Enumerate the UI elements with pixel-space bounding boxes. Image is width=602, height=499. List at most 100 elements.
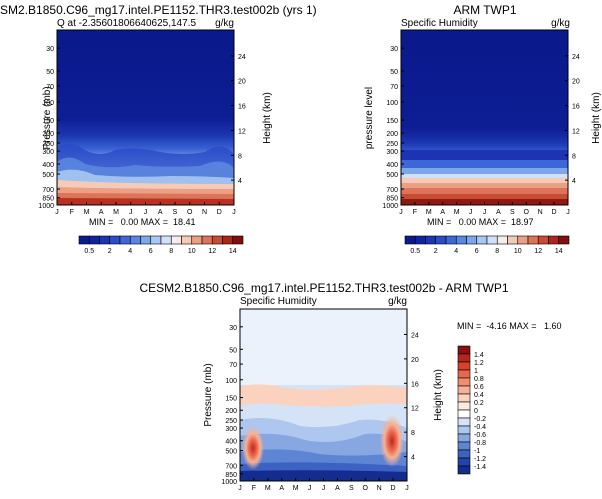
y-right-tick-label: 8 (238, 153, 242, 160)
colorbar-label: 4 (128, 248, 132, 255)
y-tick-label: 850 (225, 472, 237, 479)
colorbar-label: 0.6 (474, 384, 484, 391)
y-right-tick-label: 20 (572, 79, 580, 86)
colorbar-swatch (140, 235, 152, 245)
colorbar-swatch (476, 235, 488, 245)
colorbar-label: 14 (555, 248, 563, 255)
y-tick-label: 200 (386, 131, 398, 138)
colorbar-label: 12 (534, 248, 542, 255)
colorbar-label: 1 (474, 368, 478, 375)
colorbar-swatch (517, 235, 529, 245)
y-right-tick-label: 20 (411, 357, 419, 364)
colorbar-label: 2 (434, 248, 438, 255)
panel-obs-title: ARM TWP1 (453, 3, 516, 17)
y-tick-label: 1000 (382, 203, 398, 210)
y-right-tick-label: 16 (411, 381, 419, 388)
colorbar-label: -0.8 (474, 440, 486, 447)
colorbar-swatch (507, 235, 519, 245)
panel-model-right-axis: 24 20 16 12 8 4 (231, 54, 246, 185)
x-tick-label: F (70, 209, 74, 216)
colorbar-label: 1.2 (474, 360, 484, 367)
colorbar-label: -1.4 (474, 464, 486, 471)
panel-diff-min-max: MIN = -4.16 MAX = 1.60 (457, 321, 562, 331)
y-tick-label: 500 (386, 172, 398, 179)
colorbar-swatch (211, 235, 223, 245)
panel-obs-right-axis: 24 20 16 12 8 4 (565, 54, 580, 185)
colorbar-label: 2 (108, 248, 112, 255)
y-tick-label: 400 (386, 162, 398, 169)
y-tick-label: 150 (225, 396, 237, 403)
y-tick-label: 300 (225, 426, 237, 433)
panel-model-units: g/kg (215, 18, 234, 29)
x-tick-label: J (55, 209, 59, 216)
colorbar-swatch (129, 235, 141, 245)
colorbar-swatch (457, 433, 471, 443)
panel-diff-subtitle: Specific Humidity (240, 296, 317, 307)
x-tick-label: A (279, 485, 284, 492)
x-tick-label: J (308, 485, 312, 492)
x-tick-label: A (496, 209, 501, 216)
x-tick-label: S (173, 209, 178, 216)
colorbar-label: 14 (229, 248, 237, 255)
x-tick-label: J (405, 485, 409, 492)
y-right-tick-label: 20 (238, 79, 246, 86)
colorbar-label: -1 (474, 448, 480, 455)
colorbar-label: 0.8 (474, 376, 484, 383)
x-tick-label: A (335, 485, 340, 492)
colorbar-label: 1.4 (474, 352, 484, 359)
x-tick-label: F (252, 485, 256, 492)
colorbar-swatch (445, 235, 457, 245)
panel-diff-hotspot-feb (242, 426, 264, 470)
y-tick-label: 30 (390, 46, 398, 53)
colorbar-swatch (486, 235, 498, 245)
panel-obs-min-max: MIN = 0.00 MAX = 18.97 (427, 217, 534, 227)
colorbar-swatch (457, 369, 471, 379)
x-tick-label: O (363, 485, 369, 492)
colorbar-swatch (496, 235, 508, 245)
colorbar-label: 0.4 (474, 392, 484, 399)
y-right-tick-label: 24 (411, 332, 419, 339)
colorbar-label: 0.2 (474, 400, 484, 407)
colorbar-label: -0.2 (474, 416, 486, 423)
colorbar-swatch (232, 235, 244, 245)
y-tick-label: 850 (386, 196, 398, 203)
colorbar-swatch (414, 235, 426, 245)
panel-diff-hotspot-dec (380, 415, 404, 467)
colorbar-swatch (435, 235, 447, 245)
panel-diff-positive-band (240, 384, 407, 407)
colorbar-label: 0 (474, 408, 478, 415)
colorbar-swatch (457, 361, 471, 371)
y-right-tick-label: 24 (238, 54, 246, 61)
y-tick-label: 30 (229, 325, 237, 332)
colorbar-swatch (457, 401, 471, 411)
y-tick-label: 30 (46, 46, 54, 53)
colorbar-swatch (150, 235, 162, 245)
x-tick-label: J (566, 209, 570, 216)
colorbar-swatch (457, 457, 471, 467)
panel-diff-units: g/kg (388, 296, 407, 307)
colorbar-swatch (457, 425, 471, 435)
colorbar-label: 0.5 (84, 248, 94, 255)
x-tick-label: S (349, 485, 354, 492)
colorbar-swatch (160, 235, 172, 245)
x-tick-label: J (483, 209, 487, 216)
colorbar-swatch (170, 235, 182, 245)
colorbar-swatch (457, 409, 471, 419)
colorbar-swatch (466, 235, 478, 245)
x-tick-label: J (238, 485, 242, 492)
colorbar-label: -0.4 (474, 424, 486, 431)
x-tick-label: M (265, 485, 271, 492)
panel-model-min-max: MIN = 0.00 MAX = 18.41 (89, 217, 196, 227)
y-right-tick-label: 4 (411, 455, 415, 462)
x-tick-label: N (202, 209, 207, 216)
y-tick-label: 1000 (221, 479, 237, 486)
panel-obs-ylabel-right: Height (km) (591, 92, 602, 144)
y-tick-label: 850 (42, 196, 54, 203)
colorbar-swatch (457, 441, 471, 451)
panel-obs-subtitle: Specific Humidity (401, 18, 478, 29)
x-tick-label: A (158, 209, 163, 216)
